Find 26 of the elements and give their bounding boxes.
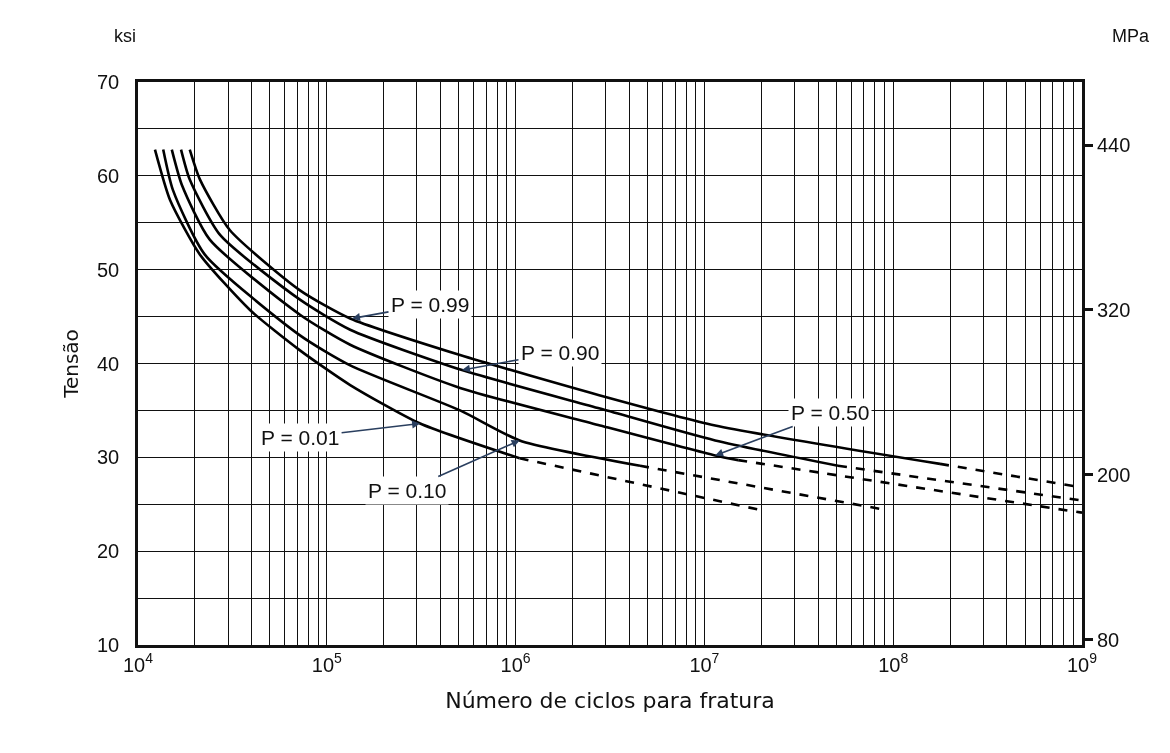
y-tick-label: 50 [97, 258, 120, 281]
y-tick-label: 20 [97, 540, 120, 563]
y2-tick-label: 80 [1097, 628, 1120, 651]
annotation: P = 0.01 [261, 426, 340, 449]
x-tick-label: 10$^{9}$ [1066, 650, 1098, 676]
x-tick-label: 10$^{7}$ [689, 650, 720, 676]
y-tick-label: 10 [97, 634, 120, 656]
x-tick-label: 10$^{5}$ [311, 650, 343, 676]
y-tick-label: 60 [97, 164, 120, 187]
x-tick-label: 10$^{4}$ [122, 650, 154, 676]
y2-tick-label: 200 [1097, 463, 1131, 486]
y-tick-label: 70 [97, 71, 120, 93]
y2-tick-label: 440 [1097, 134, 1131, 157]
annotation: P = 0.10 [368, 479, 447, 502]
annotation: P = 0.99 [391, 293, 470, 316]
y-tick-label: 40 [97, 352, 120, 375]
x-tick-label: 10$^{6}$ [500, 650, 531, 676]
annotation: P = 0.90 [521, 341, 600, 364]
text: ksi [114, 26, 136, 46]
y-axis-title: Tensão [58, 329, 83, 399]
y2-axis-title: MPa [1112, 26, 1150, 46]
y2-tick-label: 320 [1097, 298, 1131, 321]
x-axis-title: Número de ciclos para fratura [445, 687, 775, 713]
annotation: P = 0.50 [791, 401, 870, 424]
x-tick-label: 10$^{8}$ [878, 650, 909, 676]
y-tick-label: 30 [97, 446, 120, 469]
